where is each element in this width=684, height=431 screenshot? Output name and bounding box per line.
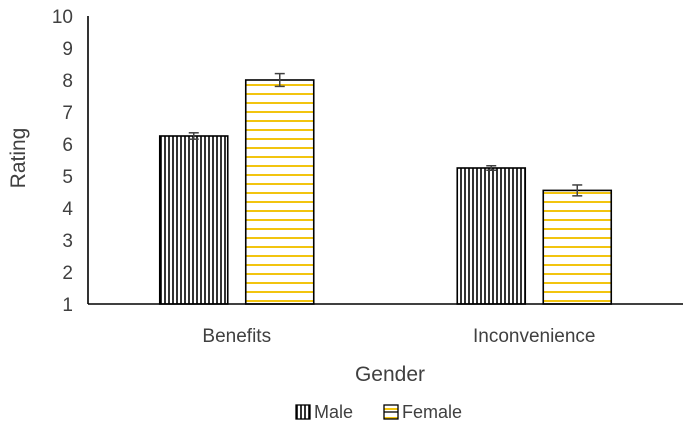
y-axis-label: Rating bbox=[7, 128, 30, 189]
error-bar-male-benefits bbox=[188, 132, 199, 140]
y-tick-label: 5 bbox=[62, 167, 73, 188]
bar-male-benefits bbox=[158, 135, 229, 305]
bar-female-benefits bbox=[244, 79, 315, 305]
legend-label: Female bbox=[402, 402, 462, 422]
y-tick-label: 2 bbox=[62, 263, 73, 284]
error-bar-male-inconvenience bbox=[486, 165, 497, 171]
y-tick-label: 8 bbox=[62, 71, 73, 92]
legend-item-female: Female bbox=[383, 402, 462, 422]
x-tick-label: Benefits bbox=[202, 326, 271, 347]
bar-male-inconvenience bbox=[456, 167, 527, 305]
y-tick-label: 10 bbox=[52, 7, 73, 28]
y-tick-label: 3 bbox=[62, 231, 73, 252]
y-tick-label: 9 bbox=[62, 39, 73, 60]
y-tick-label: 7 bbox=[62, 103, 73, 124]
legend-item-male: Male bbox=[295, 402, 353, 422]
y-tick-label: 1 bbox=[62, 295, 73, 316]
bars bbox=[158, 72, 613, 305]
legend-swatch bbox=[295, 404, 311, 420]
axes bbox=[87, 16, 683, 305]
bar-female-inconvenience bbox=[542, 189, 613, 305]
y-axis-ticks: 1 2 3 4 5 6 7 8 9 10 bbox=[52, 7, 74, 316]
error-bar-female-inconvenience bbox=[572, 184, 583, 197]
legend-label: Male bbox=[314, 402, 353, 422]
x-tick-label: Inconvenience bbox=[473, 326, 596, 347]
x-axis-label: Gender bbox=[355, 363, 425, 386]
error-bar-female-benefits bbox=[274, 72, 285, 88]
x-axis-ticks: Benefits Inconvenience bbox=[202, 326, 595, 347]
y-tick-label: 6 bbox=[62, 135, 73, 156]
y-tick-label: 4 bbox=[62, 199, 73, 220]
legend: Male Female bbox=[295, 402, 462, 422]
